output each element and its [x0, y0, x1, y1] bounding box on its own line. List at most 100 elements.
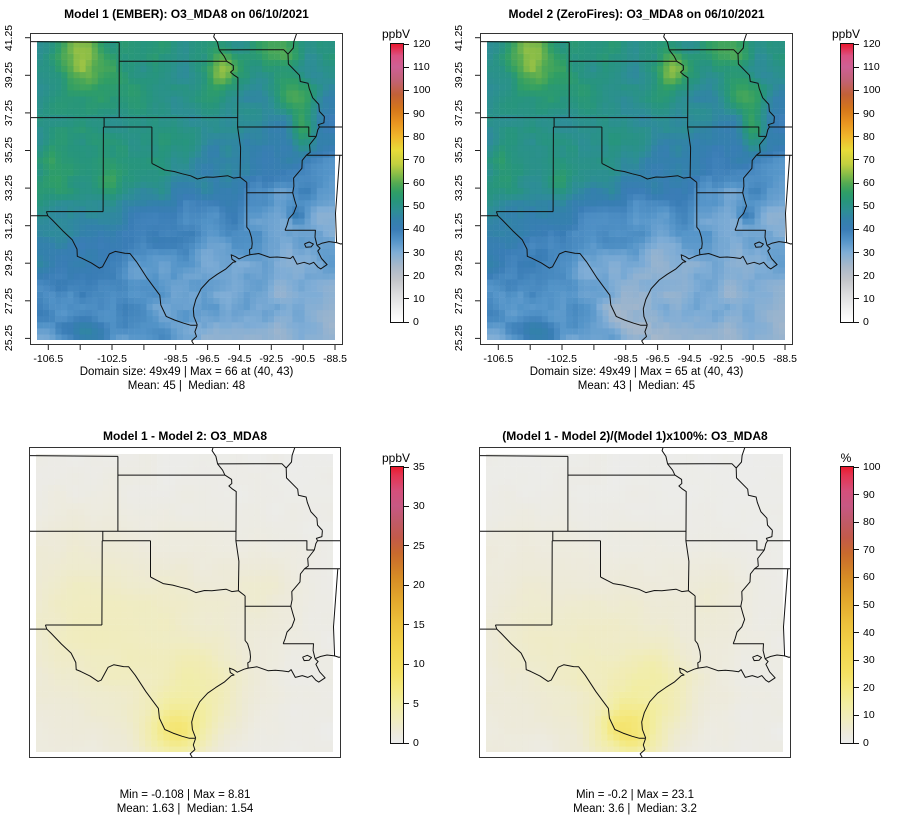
colorbar-tick: [404, 663, 409, 665]
y-tick-label: 31.25: [453, 212, 465, 239]
colorbar-unit-label: ppbV: [381, 451, 411, 465]
colorbar-tick: [854, 89, 859, 91]
colorbar-tick: [854, 298, 859, 300]
colorbar-tick-label: 10: [413, 658, 425, 671]
panel-title: Model 1 - Model 2: O3_MDA8: [102, 429, 268, 443]
stats-line: Min = -0.2 | Max = 23.1: [575, 789, 695, 801]
colorbar-tick-label: 70: [863, 543, 875, 556]
colorbar-tick-label: 10: [863, 292, 875, 305]
colorbar-tick: [404, 205, 409, 207]
colorbar-tick: [854, 604, 859, 606]
colorbar-tick-label: 120: [413, 38, 431, 50]
colorbar-tick-label: 0: [413, 737, 419, 749]
colorbar-tick-label: 100: [413, 84, 431, 97]
colorbar-tick-label: 90: [863, 488, 875, 501]
colorbar: [840, 43, 854, 323]
colorbar-tick: [404, 66, 409, 68]
colorbar-tick-label: 40: [863, 626, 875, 639]
colorbar-tick-label: 0: [413, 316, 419, 328]
colorbar-tick: [404, 43, 409, 45]
plot-box: [480, 33, 793, 345]
colorbar-tick: [404, 545, 409, 547]
x-tick-label: -92.5: [709, 353, 734, 365]
colorbar-tick: [854, 66, 859, 68]
colorbar-tick-label: 20: [413, 579, 425, 592]
colorbar-tick: [854, 742, 859, 744]
y-tick-label: 29.25: [3, 250, 15, 277]
colorbar-tick: [854, 228, 859, 230]
y-tick-label: 27.25: [453, 287, 465, 314]
y-tick-label: 33.25: [453, 174, 465, 202]
colorbar-tick-label: 50: [863, 200, 875, 213]
x-tick-label: -98.5: [163, 353, 188, 365]
colorbar-tick: [854, 252, 859, 253]
colorbar-tick-label: 35: [413, 461, 425, 473]
colorbar-tick: [404, 505, 409, 507]
colorbar-tick: [854, 136, 859, 138]
colorbar-tick-label: 30: [863, 246, 875, 259]
x-tick-label: -106.5: [483, 353, 514, 365]
stats-line: Mean: 3.6 | Median: 3.2: [573, 802, 697, 815]
colorbar-tick-label: 10: [863, 709, 875, 722]
x-tick-label: -90.5: [291, 353, 316, 365]
colorbar-tick-label: 30: [413, 246, 425, 259]
y-tick-label: 41.25: [3, 24, 15, 51]
colorbar-tick-label: 80: [863, 516, 875, 529]
colorbar-tick: [404, 182, 409, 184]
panel-title: Model 1 (EMBER): O3_MDA8 on 06/10/2021: [64, 7, 309, 21]
colorbar-tick: [404, 703, 409, 705]
colorbar-tick-label: 100: [863, 461, 881, 473]
y-tick-label: 37.25: [453, 99, 465, 127]
state-borders-path: [480, 33, 793, 345]
colorbar-tick: [854, 687, 859, 689]
heatmap-canvas: [487, 41, 785, 340]
colorbar-unit-label: ppbV: [381, 27, 411, 41]
colorbar-tick: [854, 182, 859, 184]
stats-line: Mean: 45 | Median: 48: [127, 379, 246, 392]
colorbar-tick-label: 60: [863, 571, 875, 584]
panel-percent-difference: (Model 1 - Model 2)/(Model 1)x100%: O3_M…: [450, 415, 900, 840]
colorbar-tick-label: 5: [413, 697, 419, 710]
state-borders-path: [30, 33, 343, 345]
stats-line: Domain size: 49x49 | Max = 65 at (40, 43…: [529, 366, 744, 378]
x-tick-label: -98.5: [613, 353, 638, 365]
colorbar-tick-label: 70: [413, 153, 425, 166]
colorbar-tick-label: 110: [413, 61, 430, 74]
panel-difference: Model 1 - Model 2: O3_MDA8 ppbV Min = -0…: [0, 415, 450, 840]
plot-box: [479, 447, 791, 758]
colorbar-tick-label: 90: [413, 107, 425, 120]
state-borders-overlay: [475, 33, 793, 350]
colorbar-tick: [854, 714, 859, 716]
x-tick-label: -94.5: [227, 353, 252, 365]
colorbar-tick: [854, 159, 859, 161]
colorbar-tick: [404, 584, 409, 586]
state-borders-path: [29, 447, 341, 758]
y-tick-label: 35.25: [3, 137, 15, 164]
colorbar: [840, 466, 854, 744]
colorbar-tick: [404, 624, 409, 626]
plot-box: [30, 33, 343, 345]
x-tick-label: -88.5: [323, 353, 347, 365]
colorbar-tick: [854, 576, 859, 578]
colorbar-tick: [854, 321, 859, 323]
y-tick-label: 37.25: [3, 99, 15, 127]
panel-stats: Min = -0.2 | Max = 23.1 Mean: 3.6 | Medi…: [479, 789, 791, 816]
y-tick-label: 33.25: [3, 174, 15, 202]
colorbar-tick-label: 30: [863, 654, 875, 667]
x-tick-label: -102.5: [547, 353, 577, 365]
heatmap-canvas: [36, 454, 333, 752]
heatmap-canvas: [37, 41, 335, 340]
colorbar-tick-label: 80: [413, 130, 425, 143]
x-tick-label: -92.5: [259, 353, 284, 365]
y-tick-label: 31.25: [3, 212, 15, 239]
panel-stats: Min = -0.108 | Max = 8.81 Mean: 1.63 | M…: [29, 789, 341, 816]
colorbar: [390, 466, 404, 744]
colorbar-tick: [854, 494, 859, 496]
panel-title: Model 2 (ZeroFires): O3_MDA8 on 06/10/20…: [508, 7, 765, 21]
colorbar-unit-label: %: [840, 451, 852, 465]
colorbar-tick-label: 110: [863, 61, 880, 74]
state-borders-overlay: [25, 33, 343, 350]
state-borders-overlay: [479, 447, 791, 758]
colorbar-tick: [854, 632, 859, 634]
colorbar-tick: [854, 113, 859, 114]
